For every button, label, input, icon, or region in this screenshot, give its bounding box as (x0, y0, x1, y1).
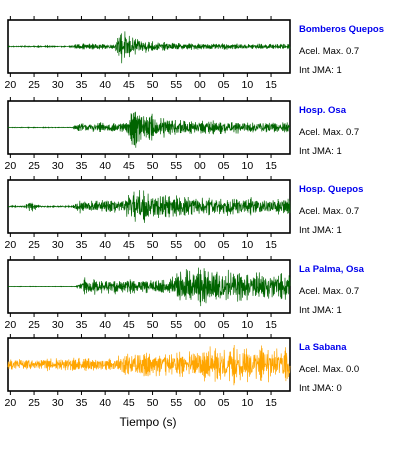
x-tick-label: 35 (76, 319, 88, 331)
x-tick-label: 25 (28, 239, 40, 251)
panels-layer: 20 25 30 35 40 45 50 55 00 05 10 15 Bomberos Quepos A… (5, 16, 384, 409)
x-tick-label: 10 (242, 319, 254, 331)
panel-0: 20 25 30 35 40 45 50 55 00 05 10 15 Bomberos Quepos A… (5, 16, 384, 91)
x-tick-label: 00 (194, 239, 206, 251)
station-name: Hosp. Osa (299, 105, 347, 116)
x-tick-label: 40 (99, 397, 111, 409)
x-tick-label: 20 (5, 397, 17, 409)
station-name: La Sabana (299, 342, 347, 353)
peak-accel-label: Acel. Max. 0.7 (299, 127, 359, 138)
waveform-trace (8, 190, 291, 223)
x-tick-label: 30 (52, 397, 64, 409)
x-tick-label: 20 (5, 79, 17, 91)
x-tick-label: 45 (123, 239, 135, 251)
x-tick-label: 00 (194, 397, 206, 409)
x-tick-label: 50 (147, 239, 159, 251)
x-tick-label: 55 (170, 239, 182, 251)
x-tick-label: 50 (147, 397, 159, 409)
x-tick-label: 55 (170, 160, 182, 172)
x-tick-label: 35 (76, 79, 88, 91)
x-tick-label: 50 (147, 319, 159, 331)
panel-1: 20 25 30 35 40 45 50 55 00 05 10 15 Hosp. Osa Acel. M… (5, 97, 359, 172)
peak-accel-label: Acel. Max. 0.0 (299, 364, 359, 375)
x-tick-label: 00 (194, 79, 206, 91)
station-name: Hosp. Quepos (299, 184, 363, 195)
x-tick-label: 35 (76, 239, 88, 251)
panel-4: 20 25 30 35 40 45 50 55 00 05 10 15 La Sabana Acel. M… (5, 334, 359, 409)
x-tick-label: 05 (218, 319, 230, 331)
panel-2: 20 25 30 35 40 45 50 55 00 05 10 15 Hosp. Quepos Acel… (5, 176, 363, 251)
x-tick-label: 00 (194, 160, 206, 172)
x-tick-label: 10 (242, 79, 254, 91)
waveform-trace (7, 111, 291, 148)
x-tick-label: 05 (218, 79, 230, 91)
x-tick-label: 35 (76, 160, 88, 172)
intensity-label: Int JMA: 0 (299, 383, 342, 394)
panel-3: 20 25 30 35 40 45 50 55 00 05 10 15 La Palma, Osa Ace… (5, 256, 365, 331)
x-tick-label: 25 (28, 397, 40, 409)
x-tick-label: 25 (28, 319, 40, 331)
x-tick-label: 15 (265, 397, 277, 409)
x-tick-label: 45 (123, 397, 135, 409)
peak-accel-label: Acel. Max. 0.7 (299, 46, 359, 57)
x-tick-label: 10 (242, 239, 254, 251)
x-tick-label: 40 (99, 239, 111, 251)
x-tick-label: 20 (5, 319, 17, 331)
intensity-label: Int JMA: 1 (299, 305, 342, 316)
x-tick-label: 05 (218, 397, 230, 409)
station-name: La Palma, Osa (299, 264, 365, 275)
x-axis-label: Tiempo (s) (120, 415, 177, 429)
intensity-label: Int JMA: 1 (299, 225, 342, 236)
x-tick-label: 45 (123, 319, 135, 331)
x-tick-label: 40 (99, 160, 111, 172)
x-tick-label: 10 (242, 397, 254, 409)
waveform-trace (7, 31, 291, 64)
x-tick-label: 15 (265, 79, 277, 91)
x-tick-label: 30 (52, 160, 64, 172)
peak-accel-label: Acel. Max. 0.7 (299, 286, 359, 297)
x-tick-label: 50 (147, 160, 159, 172)
x-tick-label: 15 (265, 319, 277, 331)
x-tick-label: 10 (242, 160, 254, 172)
x-tick-label: 30 (52, 79, 64, 91)
x-tick-label: 20 (5, 160, 17, 172)
x-tick-label: 20 (5, 239, 17, 251)
peak-accel-label: Acel. Max. 0.7 (299, 206, 359, 217)
intensity-label: Int JMA: 1 (299, 146, 342, 157)
x-tick-label: 45 (123, 160, 135, 172)
x-tick-label: 55 (170, 397, 182, 409)
x-tick-label: 25 (28, 79, 40, 91)
waveform-trace (7, 344, 291, 386)
x-tick-label: 40 (99, 79, 111, 91)
x-tick-label: 15 (265, 160, 277, 172)
x-tick-label: 15 (265, 239, 277, 251)
waveform-trace (7, 267, 291, 307)
x-tick-label: 30 (52, 239, 64, 251)
x-tick-label: 45 (123, 79, 135, 91)
x-tick-label: 00 (194, 319, 206, 331)
x-tick-label: 40 (99, 319, 111, 331)
x-tick-label: 30 (52, 319, 64, 331)
x-tick-label: 35 (76, 397, 88, 409)
x-tick-label: 05 (218, 160, 230, 172)
x-tick-label: 25 (28, 160, 40, 172)
intensity-label: Int JMA: 1 (299, 65, 342, 76)
x-tick-label: 50 (147, 79, 159, 91)
x-tick-label: 55 (170, 79, 182, 91)
x-tick-label: 55 (170, 319, 182, 331)
station-name: Bomberos Quepos (299, 24, 384, 35)
x-tick-label: 05 (218, 239, 230, 251)
